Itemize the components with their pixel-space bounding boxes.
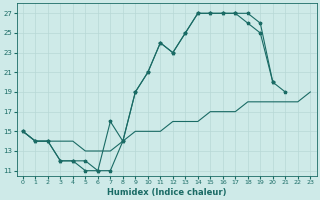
- X-axis label: Humidex (Indice chaleur): Humidex (Indice chaleur): [107, 188, 226, 197]
